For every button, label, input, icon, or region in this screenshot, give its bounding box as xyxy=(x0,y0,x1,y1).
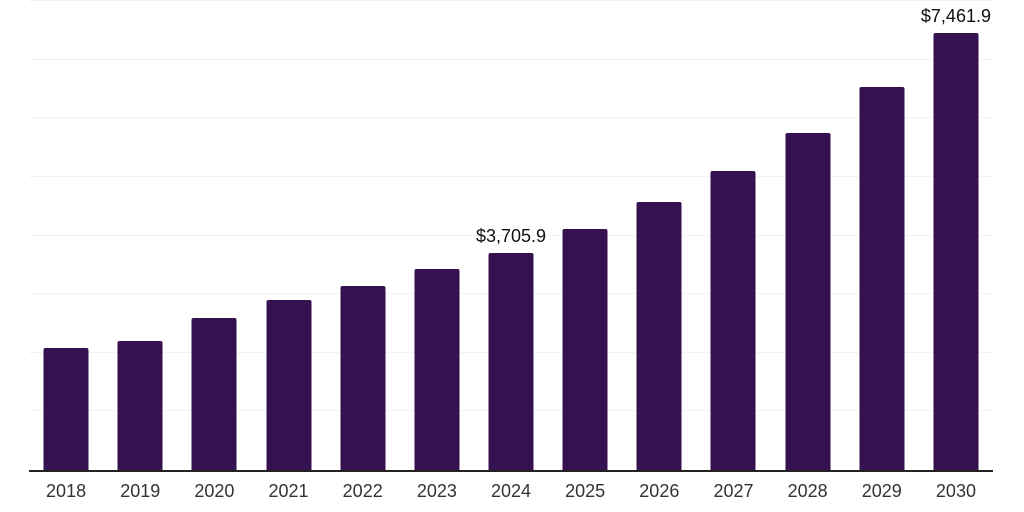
bar-2023 xyxy=(414,269,460,470)
gridline xyxy=(29,0,993,1)
x-tick-label-2022: 2022 xyxy=(342,481,383,501)
bar-slot: $3,705.9 xyxy=(474,1,548,470)
bar-2028 xyxy=(785,132,831,470)
bar-slot xyxy=(251,1,325,470)
bar-slot xyxy=(771,1,845,470)
value-label-2024: $3,705.9 xyxy=(475,225,547,246)
x-axis-tick-labels: 2018 2019 2020 2021 2022 2023 2024 2025 2026 2027… xyxy=(29,477,993,505)
bar-slot xyxy=(29,1,103,470)
x-tick-label-2025: 2025 xyxy=(565,481,606,501)
bar-2022 xyxy=(340,285,386,470)
x-axis-line xyxy=(29,470,993,472)
x-tick-label-2024: 2024 xyxy=(490,481,532,501)
bar-2029 xyxy=(859,86,905,470)
gridline xyxy=(29,58,993,60)
bar-slot xyxy=(326,1,400,470)
bar-2027 xyxy=(710,170,756,470)
bar-slot xyxy=(696,1,770,470)
x-tick-label-2028: 2028 xyxy=(787,481,828,501)
x-tick-label-2030: 2030 xyxy=(935,481,976,501)
bar-2021 xyxy=(266,300,312,470)
bar-2020 xyxy=(191,318,237,470)
bar-slot: $7,461.9 xyxy=(919,1,993,470)
bar-2030 xyxy=(933,32,979,470)
value-label-2030: $7,461.9 xyxy=(920,5,991,26)
x-tick-label-2027: 2027 xyxy=(713,481,754,501)
x-tick-label-2029: 2029 xyxy=(861,481,902,501)
bars-group: $3,705.9 $7,461.9 xyxy=(29,1,993,470)
bar-2026 xyxy=(636,202,682,470)
bar-2025 xyxy=(562,229,608,470)
bar-slot xyxy=(845,1,919,470)
gridline xyxy=(29,234,993,236)
bar-slot xyxy=(622,1,696,470)
gridline xyxy=(29,117,993,119)
x-tick-label-2026: 2026 xyxy=(639,481,680,501)
plot-area: $3,705.9 $7,461.9 xyxy=(29,0,993,470)
bar-2018 xyxy=(43,348,89,470)
x-tick-label-2018: 2018 xyxy=(46,481,87,501)
x-tick-label-2021: 2021 xyxy=(268,481,309,501)
x-tick-label-2020: 2020 xyxy=(194,481,235,501)
bar-slot xyxy=(177,1,251,470)
x-tick-label-2023: 2023 xyxy=(416,481,457,501)
bar-2019 xyxy=(117,341,163,470)
bar-slot xyxy=(400,1,474,470)
gridline xyxy=(29,175,993,177)
bar-slot xyxy=(548,1,622,470)
bar-slot xyxy=(103,1,177,470)
bar-2024 xyxy=(488,252,534,470)
x-tick-label-2019: 2019 xyxy=(120,481,161,501)
